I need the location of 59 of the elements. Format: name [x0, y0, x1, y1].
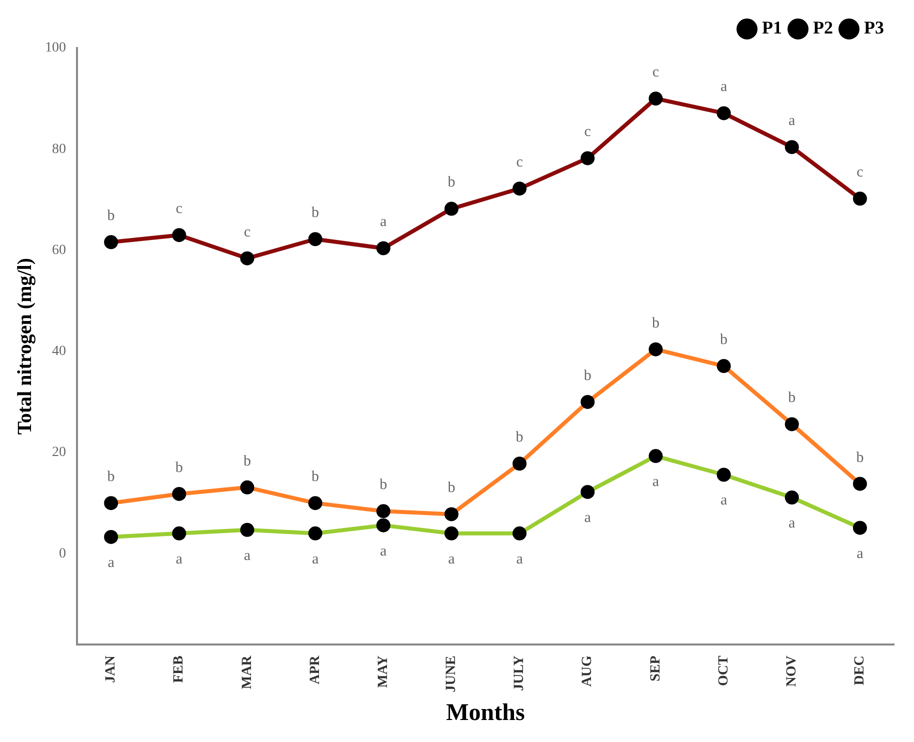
x-tick-label: JULY	[512, 656, 528, 691]
y-tick-label: 20	[52, 445, 66, 460]
y-tick-label: 0	[59, 546, 66, 562]
x-tick-label: MAR	[240, 654, 255, 690]
legend-label: P1	[762, 18, 782, 38]
annotation: b	[380, 477, 388, 494]
x-tick-label: APR	[308, 654, 323, 684]
x-tick-label: FEB	[172, 656, 187, 683]
annotation: a	[720, 79, 728, 96]
x-tick-label: MAY	[376, 656, 391, 688]
annotation: a	[652, 474, 660, 490]
annotation: a	[380, 543, 388, 560]
annotation: b	[107, 469, 115, 486]
annotation: a	[788, 515, 796, 532]
annotation: c	[516, 154, 524, 170]
legend-label: P3	[864, 18, 884, 38]
annotation: b	[448, 174, 456, 191]
annotation: b	[652, 315, 660, 332]
x-tick-label: JAN	[104, 656, 119, 683]
annotation: b	[788, 390, 796, 406]
annotation: a	[380, 214, 388, 230]
annotation: a	[448, 551, 456, 568]
annotation: b	[107, 208, 115, 224]
annotation: b	[243, 453, 251, 470]
annotation: c	[176, 201, 183, 218]
legend-label: P2	[813, 18, 834, 38]
annotation: a	[176, 551, 183, 568]
x-tick-label: JUNE	[444, 656, 460, 692]
y-tick-label: 80	[52, 142, 66, 157]
x-tick-label: OCT	[716, 654, 732, 686]
x-tick-label: NOV	[784, 656, 800, 687]
annotation: a	[856, 546, 864, 562]
annotation: b	[312, 469, 320, 486]
x-axis-title: Months	[446, 700, 525, 726]
x-tick-label: AUG	[580, 656, 596, 687]
annotation: a	[584, 510, 592, 526]
x-tick-label: DEC	[852, 656, 868, 686]
annotation: b	[175, 460, 183, 476]
y-tick-label: 60	[52, 242, 66, 258]
y-axis-title: Total nitrogen (mg/l)	[14, 258, 36, 435]
y-tick-label: 100	[45, 40, 66, 56]
annotation: b	[516, 430, 524, 446]
annotation: b	[720, 332, 728, 348]
y-tick-label: 40	[52, 344, 66, 360]
annotation: a	[516, 551, 524, 568]
annotation: a	[312, 551, 319, 568]
annotation: b	[448, 480, 456, 496]
annotation: b	[312, 205, 320, 222]
annotation: a	[720, 492, 728, 509]
annotation: b	[856, 450, 864, 466]
annotation: c	[584, 124, 592, 140]
annotation: c	[652, 64, 660, 80]
annotation: b	[584, 368, 592, 384]
annotation: c	[856, 164, 864, 181]
annotation: c	[244, 224, 251, 240]
annotation: a	[108, 554, 115, 571]
x-tick-label: SEP	[648, 655, 664, 682]
annotation: a	[244, 548, 251, 564]
annotation: a	[788, 113, 796, 130]
